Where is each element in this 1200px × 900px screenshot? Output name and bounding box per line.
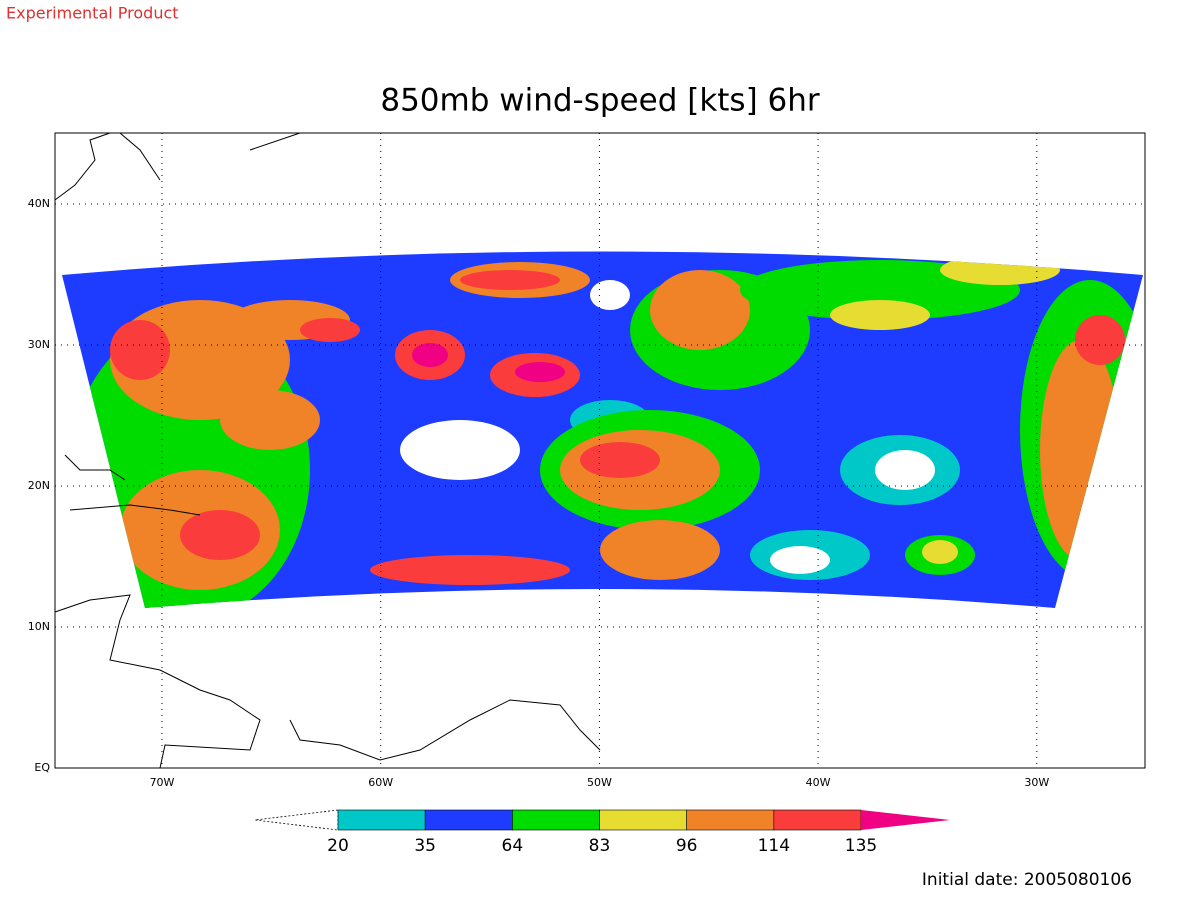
map-title: 850mb wind-speed [kts] 6hr bbox=[380, 83, 820, 119]
colorbar-label: 114 bbox=[758, 836, 790, 856]
lon-label: 50W bbox=[587, 776, 612, 789]
colorbar-under bbox=[254, 809, 339, 831]
lon-label: 40W bbox=[806, 776, 831, 789]
lat-label: 30N bbox=[28, 338, 50, 351]
graticule: 70W 60W 50W 40W 30W EQ 10N 20N 30N 40N bbox=[28, 133, 1145, 789]
wind-field bbox=[62, 251, 1143, 608]
map-frame bbox=[54, 132, 1146, 769]
lat-label: 10N bbox=[28, 620, 50, 633]
colorbar-label: 20 bbox=[327, 836, 349, 856]
colorbar-segment bbox=[686, 809, 775, 831]
lon-label: 60W bbox=[368, 776, 393, 789]
colorbar-label: 96 bbox=[676, 836, 698, 856]
lat-label: 40N bbox=[28, 197, 50, 210]
colorbar-over bbox=[861, 810, 950, 830]
colorbar-label: 83 bbox=[589, 836, 611, 856]
lon-label: 30W bbox=[1024, 776, 1049, 789]
colorbar-label: 35 bbox=[414, 836, 436, 856]
colorbar-segment bbox=[424, 809, 513, 831]
colorbar-label: 64 bbox=[502, 836, 524, 856]
colorbar-label: 135 bbox=[845, 836, 877, 856]
colorbar-segment bbox=[512, 809, 600, 831]
colorbar-segment bbox=[337, 809, 426, 831]
field-blobs bbox=[70, 255, 1143, 608]
initial-date: Initial date: 2005080106 bbox=[922, 870, 1132, 890]
lon-label: 70W bbox=[150, 776, 175, 789]
colorbar-segment bbox=[773, 809, 862, 831]
colorbar-segment bbox=[599, 809, 687, 831]
lat-label: EQ bbox=[34, 761, 50, 774]
lat-label: 20N bbox=[28, 479, 50, 492]
product-note: Experimental Product bbox=[6, 4, 179, 23]
coastlines bbox=[54, 132, 601, 769]
colorbar: 20 35 64 83 96 114 135 bbox=[254, 809, 950, 856]
